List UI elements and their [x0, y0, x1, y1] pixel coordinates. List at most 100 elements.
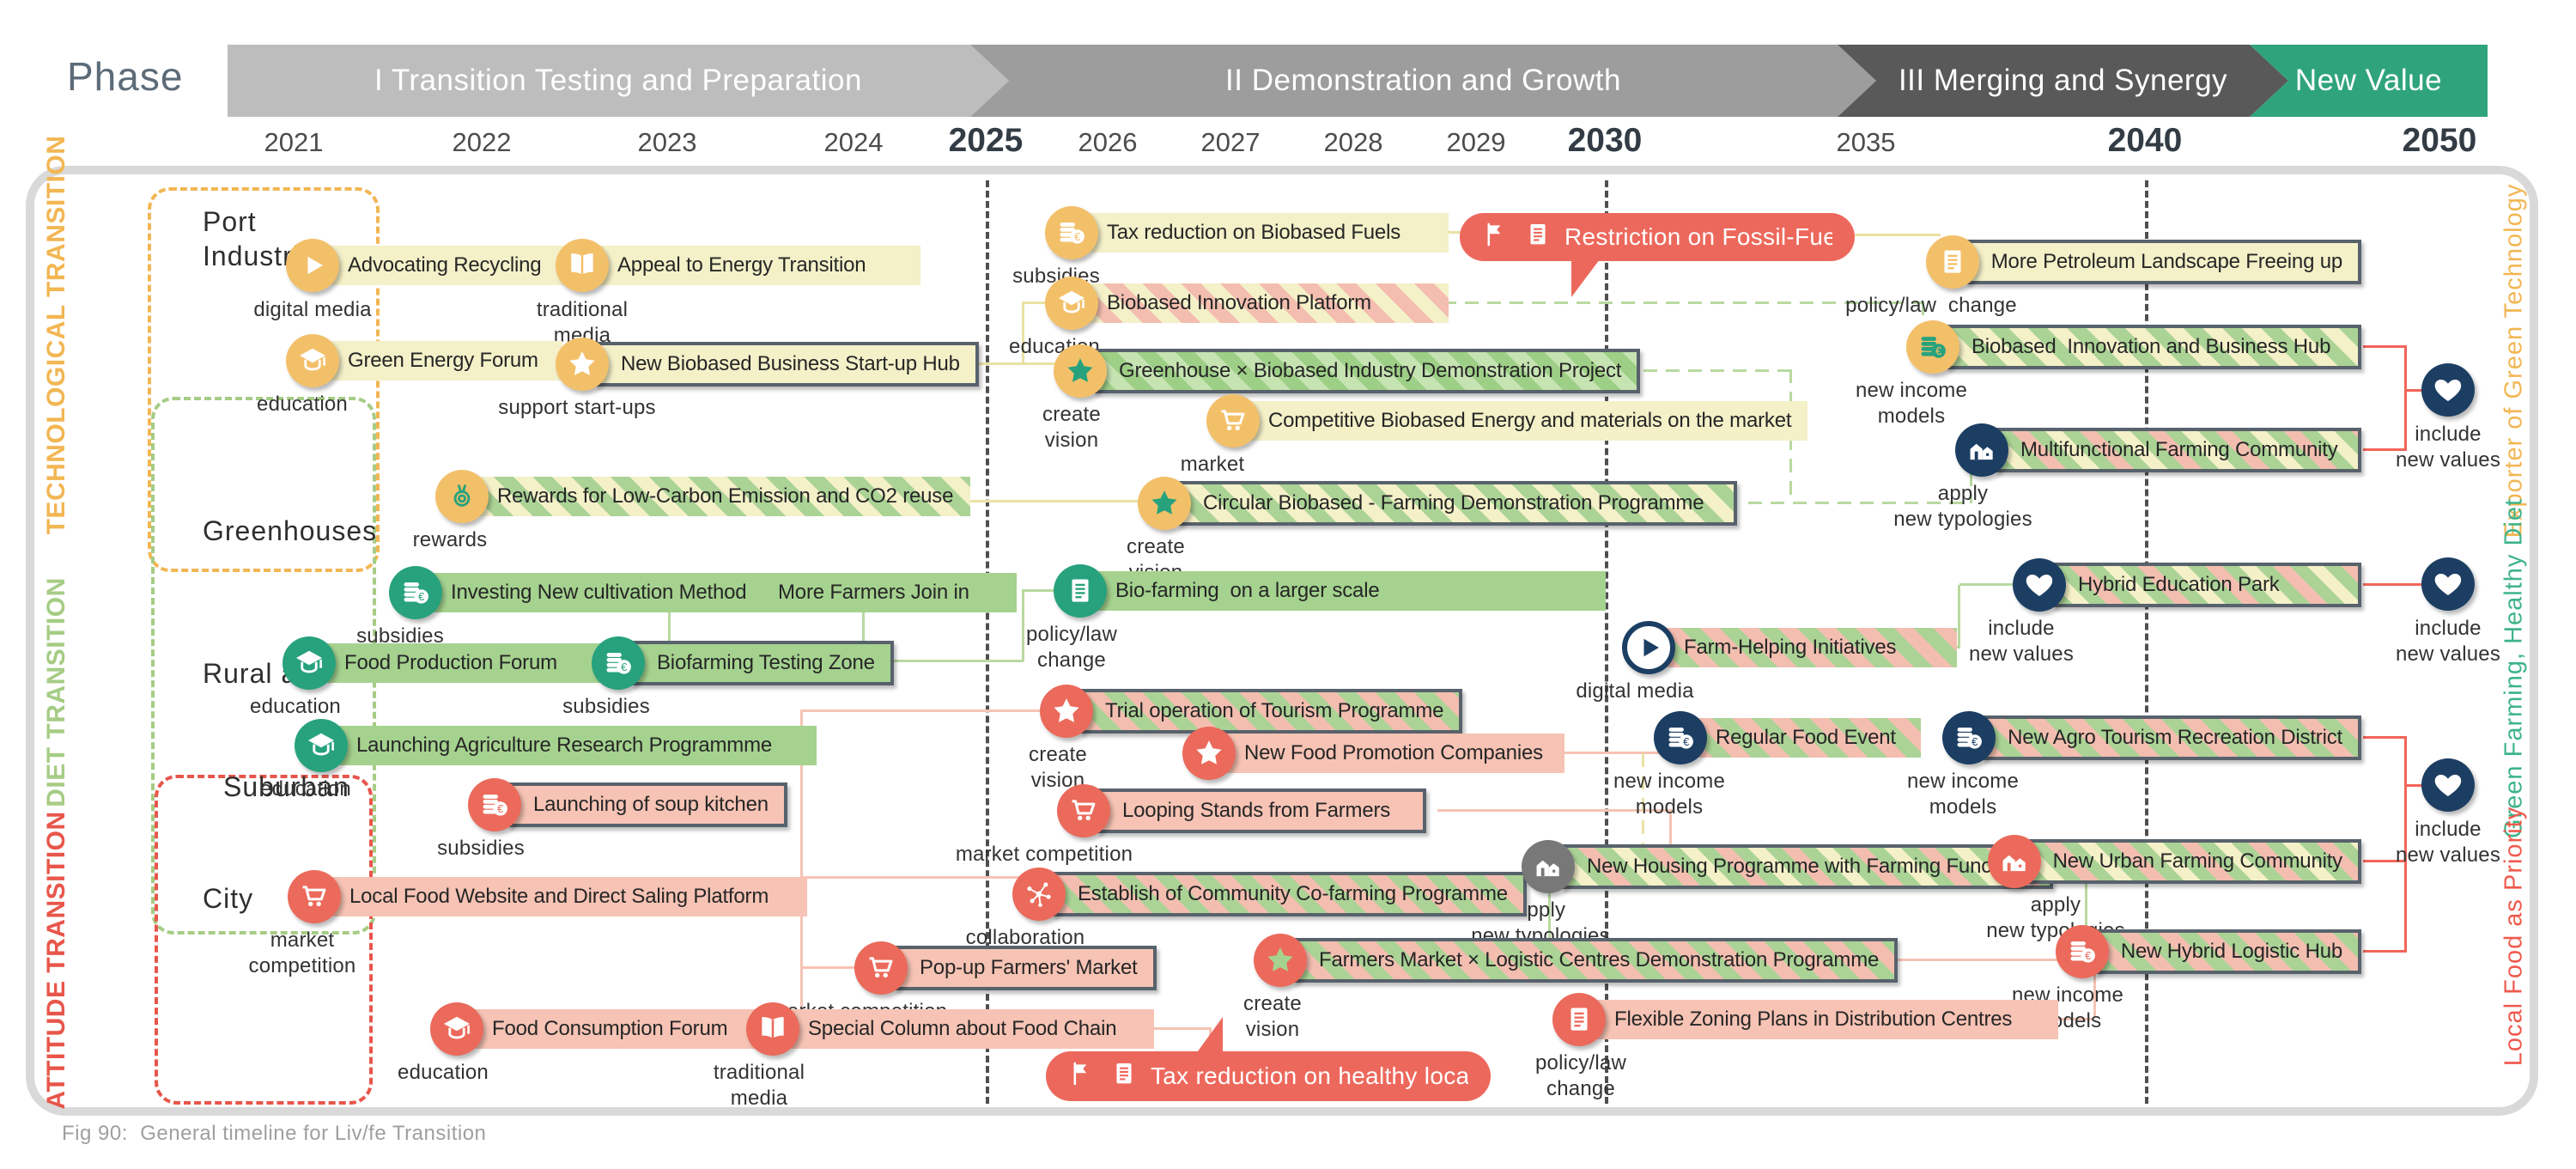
star-icon	[1040, 685, 1093, 738]
shopping-cart-icon	[854, 941, 908, 995]
callout-label: Tax reduction on healthy local products	[1151, 1062, 1468, 1089]
connector-line	[668, 612, 671, 642]
play-icon	[286, 239, 339, 292]
item-bar: Launching of soup kitchen	[507, 782, 787, 827]
item-bar: Circular Biobased - Farming Demonstratio…	[1177, 481, 1737, 526]
timeline-item: € Biofarming Testing Zone	[592, 636, 894, 691]
timeline-item: € Investing New cultivation Method	[389, 565, 784, 620]
timeline-item: Launching Agriculture Research Programmm…	[295, 718, 817, 773]
connector-line	[1022, 303, 1024, 365]
connector-line	[1022, 589, 1024, 661]
star-icon	[556, 338, 609, 391]
item-bar: Appeal to Energy Transition	[595, 246, 920, 285]
transition-zone-box	[155, 775, 373, 1105]
item-bar: Rewards for Low-Carbon Emission and CO2 …	[475, 477, 970, 516]
item-tag: market competition	[248, 929, 356, 977]
connector-line	[1437, 809, 1669, 812]
timeline-item: Special Column about Food Chain	[746, 1002, 1154, 1056]
timeline-item: Competitive Biobased Energy and material…	[1206, 393, 1807, 448]
timeline-item: Advocating Recycling	[286, 238, 578, 293]
item-bar: Competitive Biobased Energy and material…	[1246, 401, 1807, 441]
policy-callout: Restriction on Fossil-Fuel Energy	[1460, 213, 1855, 261]
item-bar: Flexible Zoning Plans in Distribution Ce…	[1592, 1000, 2058, 1039]
timeline-item: € Launching of soup kitchen	[468, 777, 787, 832]
flag-icon	[1482, 220, 1511, 255]
star-icon	[1054, 344, 1107, 398]
timeline-item: Pop-up Farmers' Market	[854, 941, 1157, 995]
timeline-item: Local Food Website and Direct Saling Pla…	[288, 869, 807, 924]
item-bar: Trial operation of Tourism Programme	[1079, 689, 1463, 734]
item-tag: policy/law change	[1845, 294, 2017, 317]
item-bar: Launching Agriculture Research Programmm…	[334, 726, 817, 765]
item-bar: Bio-farming on a larger scale	[1093, 571, 1606, 611]
year-tick: 2024	[823, 127, 884, 157]
area-label: Greenhouses	[203, 515, 378, 546]
connector-line	[802, 709, 1085, 712]
timeline-item: € New Agro Tourism Recreation District	[1942, 710, 2361, 765]
houses-icon	[1955, 423, 2008, 477]
coins-icon: €	[468, 778, 521, 831]
coins-icon: €	[389, 566, 442, 619]
item-bar: Investing New cultivation Method	[428, 573, 784, 612]
timeline-item: More Petroleum Landscape Freeing up	[1925, 234, 2361, 289]
item-bar: Special Column about Food Chain	[786, 1009, 1154, 1049]
year-tick: 2025	[948, 122, 1024, 159]
svg-text:€: €	[1074, 231, 1080, 243]
timeline-item: Farmers Market × Logistic Centres Demons…	[1254, 933, 1899, 988]
year-tick: 2035	[1836, 127, 1896, 157]
coins-icon: €	[2055, 925, 2109, 978]
heart-icon	[2421, 557, 2475, 611]
timeline-item: Food Production Forum	[283, 636, 600, 691]
callout-tail	[1195, 1017, 1223, 1055]
item-bar: New Biobased Business Start-up Hub	[595, 342, 979, 387]
open-book-icon	[556, 239, 609, 292]
year-tick: 2026	[1078, 127, 1138, 157]
timeline-item: Green Energy Forum	[286, 333, 562, 388]
item-tag: policy/law change	[1025, 623, 1118, 672]
network-icon	[1012, 868, 1066, 921]
item-tag: digital media	[1576, 679, 1694, 703]
connector-line	[2363, 448, 2404, 451]
connector-line	[2363, 950, 2404, 953]
heart-icon	[2421, 363, 2475, 417]
heart-tag: include new values	[2395, 617, 2501, 666]
coins-icon: €	[1906, 320, 1959, 374]
transition-label: ATTITUDE TRANSITION	[42, 811, 70, 1110]
item-bar: Local Food Website and Direct Saling Pla…	[327, 877, 807, 916]
item-bar: Hybrid Education Park	[2052, 563, 2361, 607]
item-bar: New Urban Farming Community	[2026, 839, 2361, 884]
item-tag: subsidies	[562, 695, 650, 718]
connector-line	[1548, 886, 1551, 940]
item-tag: policy/law change	[1534, 1051, 1627, 1100]
year-tick: 2040	[2107, 122, 2183, 159]
timeline-item: Multifunctional Farming Community	[1955, 423, 2361, 478]
year-gridline	[1605, 180, 1608, 1104]
area-label: Suburban	[223, 771, 349, 802]
item-bar: Establish of Community Co-farming Progra…	[1052, 872, 1527, 916]
item-bar: New Hybrid Logistic Hub	[2094, 929, 2361, 974]
connector-line	[2032, 1018, 2093, 1020]
item-bar: Regular Food Event	[1693, 718, 1921, 758]
connector-line	[876, 660, 1024, 662]
item-bar: Looping Stands from Farmers	[1097, 788, 1426, 833]
timeline-item: Greenhouse × Biobased Industry Demonstra…	[1054, 344, 1641, 399]
connector-line	[1959, 583, 2028, 586]
connector-line	[1537, 752, 1680, 754]
graduation-cap-icon	[295, 719, 348, 772]
coins-icon: €	[1654, 711, 1707, 764]
item-tag: traditional media	[713, 1061, 805, 1110]
item-tag: create vision	[1042, 403, 1101, 452]
document-icon	[1552, 993, 1606, 1046]
phase-arrow: III Merging and Synergy	[1838, 45, 2288, 117]
timeline-item: New Urban Farming Community	[1987, 834, 2361, 889]
phase-row-label: Phase	[67, 54, 184, 99]
play-icon	[1622, 621, 1675, 674]
timeline-item: New Housing Programme with Farming Funct…	[1522, 839, 2053, 894]
flag-icon	[1068, 1059, 1097, 1094]
item-bar: Farmers Market × Logistic Centres Demons…	[1293, 938, 1899, 983]
figure-caption: Fig 90: General timeline for Liv/fe Tran…	[62, 1122, 487, 1145]
callout-label: Restriction on Fossil-Fuel Energy	[1564, 223, 1832, 250]
timeline-item: More Farmers Join in	[762, 565, 1017, 620]
item-tag: education	[398, 1061, 489, 1084]
